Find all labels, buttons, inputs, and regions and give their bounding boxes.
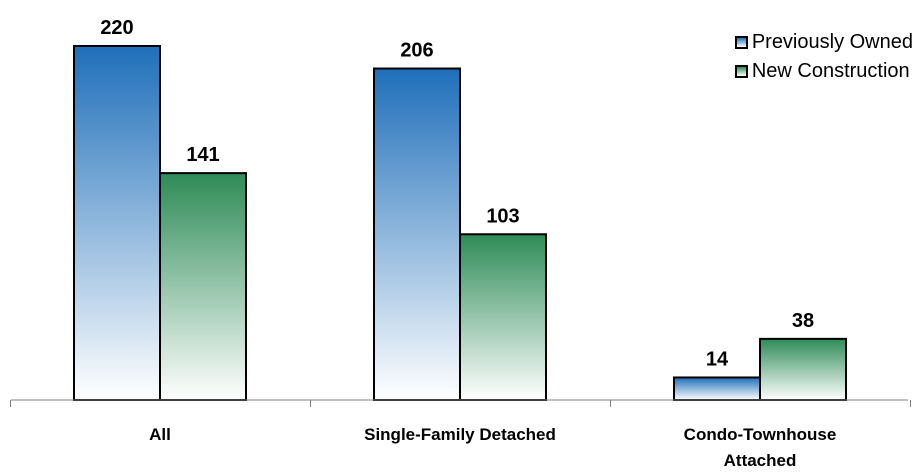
data-label-previously-owned-condo-townhouse-attached: 14 <box>706 348 729 370</box>
legend-swatch-previously-owned <box>734 36 748 49</box>
legend-item-new-construction: New Construction <box>734 57 913 86</box>
data-label-new-construction-condo-townhouse-attached: 38 <box>792 310 814 332</box>
data-label-new-construction-all: 141 <box>186 144 219 166</box>
category-label-all: All <box>149 425 171 444</box>
legend-label-new-construction: New Construction <box>751 60 910 82</box>
data-labels-group: 220 141 206 103 14 38 <box>100 17 814 370</box>
bar-new-construction-single-family-detached <box>459 233 547 401</box>
bar-previously-owned-single-family-detached <box>373 67 461 401</box>
category-label-condo-townhouse-attached: Condo-Townhouse Attached <box>684 425 837 470</box>
legend: Previously Owned New Construction <box>734 28 913 86</box>
bars-group <box>73 45 847 402</box>
bar-previously-owned-all <box>73 45 161 401</box>
data-label-previously-owned-all: 220 <box>100 17 133 39</box>
data-label-previously-owned-single-family-detached: 206 <box>400 40 433 62</box>
x-axis-ticks <box>10 400 911 407</box>
bar-new-construction-condo-townhouse-attached <box>759 337 847 402</box>
bar-new-construction-all <box>159 172 247 401</box>
legend-swatch-new-construction <box>734 65 748 78</box>
category-label-single-family-detached: Single-Family Detached <box>364 425 556 444</box>
bar-previously-owned-condo-townhouse-attached <box>673 376 761 401</box>
data-label-new-construction-single-family-detached: 103 <box>486 205 519 227</box>
category-labels-group: All Single-Family Detached Condo-Townhouse… <box>149 425 836 470</box>
legend-item-previously-owned: Previously Owned <box>734 28 913 57</box>
legend-label-previously-owned: Previously Owned <box>751 31 913 53</box>
